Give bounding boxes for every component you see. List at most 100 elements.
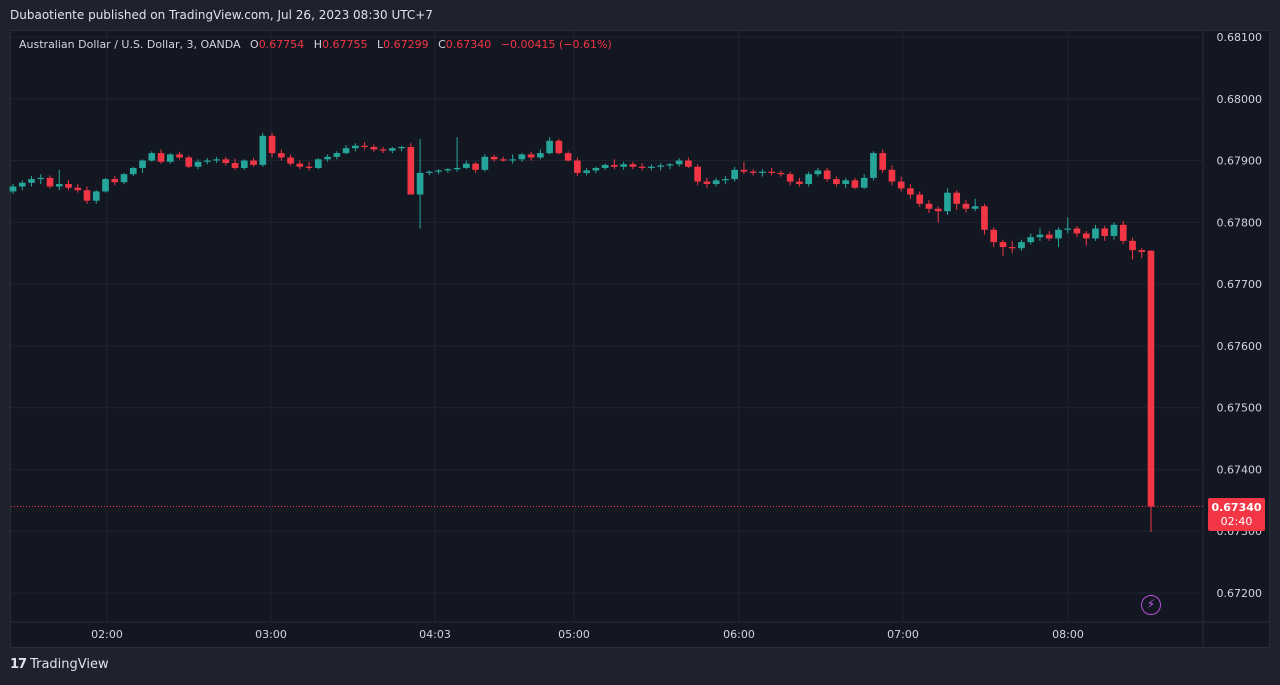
price-axis[interactable]: 0.68100 0.68000 0.67900 0.67800 0.67700 0.676… bbox=[1217, 31, 1263, 600]
candle-body bbox=[564, 153, 572, 161]
candle-body bbox=[444, 169, 452, 171]
candle-body bbox=[407, 146, 415, 195]
candle-body bbox=[361, 145, 368, 147]
candle bbox=[601, 163, 609, 170]
candle bbox=[500, 156, 507, 162]
candle bbox=[907, 184, 914, 199]
candle bbox=[1129, 237, 1136, 260]
candle bbox=[277, 149, 285, 161]
candle-body bbox=[1110, 224, 1118, 236]
candle bbox=[703, 177, 711, 188]
price-tick-label: 0.67600 bbox=[1217, 340, 1263, 353]
candle bbox=[879, 149, 887, 173]
lightning-icon[interactable]: ⚡ bbox=[1141, 595, 1161, 615]
candle-body bbox=[1119, 224, 1127, 241]
high-value: 0.67755 bbox=[321, 38, 368, 51]
candle-body bbox=[250, 160, 257, 165]
publisher-line: Dubaotiente published on TradingView.com… bbox=[10, 8, 433, 22]
candle-body bbox=[213, 159, 220, 161]
candle-body bbox=[500, 159, 507, 161]
candle bbox=[833, 176, 840, 187]
candlestick-chart[interactable]: 0.68100 0.68000 0.67900 0.67800 0.67700 0.676… bbox=[0, 0, 1280, 648]
candle bbox=[518, 153, 526, 162]
candle bbox=[129, 166, 137, 176]
candle-body bbox=[888, 169, 896, 182]
candle bbox=[389, 146, 396, 154]
candle bbox=[953, 190, 961, 210]
candle-body bbox=[851, 180, 859, 188]
candle bbox=[398, 145, 405, 152]
price-tick-label: 0.67900 bbox=[1217, 155, 1263, 168]
candle bbox=[934, 206, 942, 223]
candle bbox=[740, 161, 748, 175]
candle-body bbox=[786, 174, 794, 182]
candle-body bbox=[870, 153, 877, 178]
time-tick-label: 06:00 bbox=[723, 628, 755, 641]
candle bbox=[166, 153, 174, 164]
candle-body bbox=[1073, 228, 1081, 234]
candle-body bbox=[277, 153, 285, 158]
candle bbox=[620, 161, 627, 170]
candle bbox=[222, 156, 230, 166]
candle-body bbox=[120, 174, 128, 183]
candle-body bbox=[65, 184, 72, 188]
time-tick-label: 08:00 bbox=[1052, 628, 1084, 641]
candle-body bbox=[925, 203, 933, 209]
candle bbox=[870, 151, 877, 181]
candle bbox=[407, 143, 415, 195]
candle bbox=[971, 198, 979, 212]
time-axis[interactable]: 02:00 03:00 04:03 05:00 06:00 07:00 08:00 bbox=[91, 628, 1084, 641]
bar-countdown: 02:40 bbox=[1220, 515, 1253, 528]
candle-body bbox=[648, 166, 655, 168]
candle bbox=[916, 191, 924, 207]
candles bbox=[9, 132, 1155, 532]
candle bbox=[648, 164, 655, 171]
candle bbox=[638, 163, 646, 171]
candle-body bbox=[611, 164, 618, 167]
candle bbox=[1147, 250, 1155, 532]
candle bbox=[694, 164, 701, 186]
candle-body bbox=[546, 140, 553, 154]
candle bbox=[435, 169, 442, 175]
candle-body bbox=[777, 172, 785, 175]
candle-body bbox=[83, 190, 91, 201]
candle bbox=[65, 180, 72, 191]
candle-body bbox=[722, 179, 729, 181]
candle bbox=[1119, 221, 1127, 244]
tradingview-logo[interactable]: 17 TradingView bbox=[10, 657, 109, 672]
candle bbox=[712, 177, 720, 187]
candle bbox=[666, 163, 674, 170]
candle bbox=[675, 158, 683, 167]
candle-body bbox=[370, 146, 378, 150]
candle bbox=[444, 167, 452, 173]
open-value: 0.67754 bbox=[258, 38, 305, 51]
candle bbox=[203, 158, 211, 165]
candle-body bbox=[222, 159, 230, 164]
candle bbox=[426, 170, 433, 176]
candle bbox=[102, 177, 109, 193]
candle bbox=[305, 161, 313, 171]
candle bbox=[463, 160, 470, 170]
time-tick-label: 04:03 bbox=[419, 628, 451, 641]
candle bbox=[583, 167, 590, 176]
candle bbox=[897, 176, 905, 192]
candle bbox=[185, 155, 193, 168]
candle bbox=[1073, 226, 1081, 238]
chart-frame[interactable] bbox=[10, 30, 1270, 648]
candle-body bbox=[1092, 228, 1099, 239]
candle-body bbox=[463, 163, 470, 168]
candle-body bbox=[675, 160, 683, 165]
candle bbox=[786, 171, 794, 186]
candle bbox=[814, 167, 822, 177]
candle bbox=[296, 160, 304, 170]
candle bbox=[1045, 230, 1053, 241]
candle-body bbox=[814, 170, 822, 175]
header-bar: Dubaotiente published on TradingView.com… bbox=[0, 0, 1280, 30]
close-value: 0.67340 bbox=[445, 38, 492, 51]
candle-body bbox=[398, 146, 405, 149]
open-label: O bbox=[250, 38, 259, 51]
candle-body bbox=[305, 166, 313, 168]
candle-body bbox=[666, 164, 674, 166]
candle-body bbox=[1008, 247, 1016, 249]
candle bbox=[481, 154, 489, 172]
